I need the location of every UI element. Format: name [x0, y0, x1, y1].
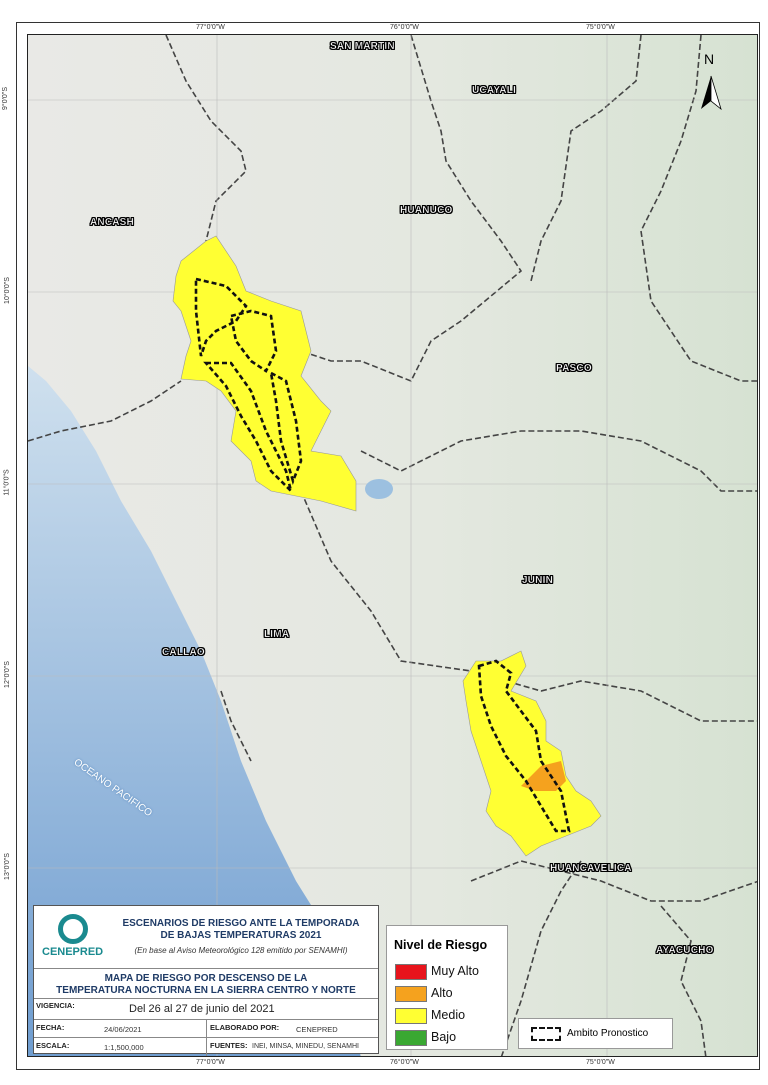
north-arrow-icon: [701, 75, 722, 111]
org-logo-text: CENEPRED: [42, 946, 104, 958]
dept-label: LIMA: [264, 629, 290, 640]
vigencia-label: VIGENCIA:: [36, 1001, 75, 1010]
escala-label: ESCALA:: [36, 1041, 70, 1050]
ambito-label: Ambito Pronostico: [567, 1028, 649, 1039]
fecha-label: FECHA:: [36, 1023, 65, 1032]
fuentes-value: INEI, MINSA, MINEDU, SENAMHI: [252, 1043, 359, 1050]
lat-label: 12°0'0"S: [3, 661, 11, 688]
fecha-value: 24/06/2021: [104, 1025, 142, 1034]
ambito-pronostico: [194, 277, 571, 833]
lon-label: 77°0'0"W: [196, 24, 225, 31]
department-boundaries: [28, 35, 757, 1056]
dept-label: SAN MARTIN: [330, 41, 395, 52]
cenepred-logo-icon: [58, 914, 88, 944]
subtitle: (En base al Aviso Meteorológico 128 emit…: [134, 946, 348, 955]
lon-label: 76°0'0"W: [390, 1059, 419, 1066]
legend-title: Nivel de Riesgo: [394, 938, 488, 952]
graticule: [28, 35, 757, 1056]
legend: Nivel de Riesgo Muy Alto Alto Medio Bajo: [386, 925, 508, 1050]
title-line2: DE BAJAS TEMPERATURAS 2021: [160, 930, 322, 941]
legend-label: Medio: [431, 1008, 466, 1022]
risk-area-medio: [172, 235, 602, 857]
legend-swatch-alto: [395, 986, 427, 1002]
elaborado-value: CENEPRED: [296, 1025, 338, 1034]
dept-label: HUANUCO: [400, 205, 453, 216]
dept-label: AYACUCHO: [656, 945, 714, 956]
map-title-line1: MAPA DE RIESGO POR DESCENSO DE LA: [104, 973, 308, 984]
legend-swatch-bajo: [395, 1030, 427, 1046]
dept-label: HUANCAVELICA: [550, 863, 632, 874]
vigencia-value: Del 26 al 27 de junio del 2021: [129, 1003, 275, 1015]
map-frame: [16, 22, 760, 1070]
map-svg: [28, 35, 757, 1056]
ambito-legend: Ambito Pronostico: [518, 1018, 673, 1049]
dept-label: UCAYALI: [472, 85, 517, 96]
lon-label: 76°0'0"W: [390, 24, 419, 31]
lat-label: 11°0'0"S: [3, 469, 11, 496]
dept-label: CALLAO: [162, 647, 205, 658]
lat-label: 9°0'0"S: [1, 87, 9, 110]
lon-label: 75°0'0"W: [586, 24, 615, 31]
escala-value: 1:1,500,000: [104, 1043, 144, 1052]
legend-label: Bajo: [431, 1030, 457, 1044]
legend-label: Alto: [431, 986, 453, 1000]
info-panel: CENEPRED ESCENARIOS DE RIESGO ANTE LA TE…: [33, 905, 379, 1056]
title-line1: ESCENARIOS DE RIESGO ANTE LA TEMPORADA: [122, 918, 360, 929]
ocean: [28, 366, 361, 1056]
ambito-swatch: [531, 1027, 561, 1041]
north-label: N: [704, 51, 715, 67]
lat-label: 10°0'0"S: [3, 277, 11, 304]
legend-swatch-medio: [395, 1008, 427, 1024]
legend-label: Muy Alto: [431, 964, 479, 978]
fuentes-label: FUENTES:: [210, 1041, 248, 1050]
lake: [365, 479, 393, 499]
dept-label: JUNIN: [522, 575, 554, 586]
map-title-line2: TEMPERATURA NOCTURNA EN LA SIERRA CENTRO…: [56, 985, 356, 996]
lat-label: 13°0'0"S: [3, 853, 11, 880]
map-canvas[interactable]: N SAN MARTIN UCAYALI ANCASH HUANUCO PASC…: [27, 34, 758, 1057]
legend-swatch-muy-alto: [395, 964, 427, 980]
lon-label: 75°0'0"W: [586, 1059, 615, 1066]
dept-label: ANCASH: [90, 217, 134, 228]
elaborado-label: ELABORADO POR:: [210, 1023, 280, 1032]
lon-label: 77°0'0"W: [196, 1059, 225, 1066]
dept-label: PASCO: [556, 363, 592, 374]
